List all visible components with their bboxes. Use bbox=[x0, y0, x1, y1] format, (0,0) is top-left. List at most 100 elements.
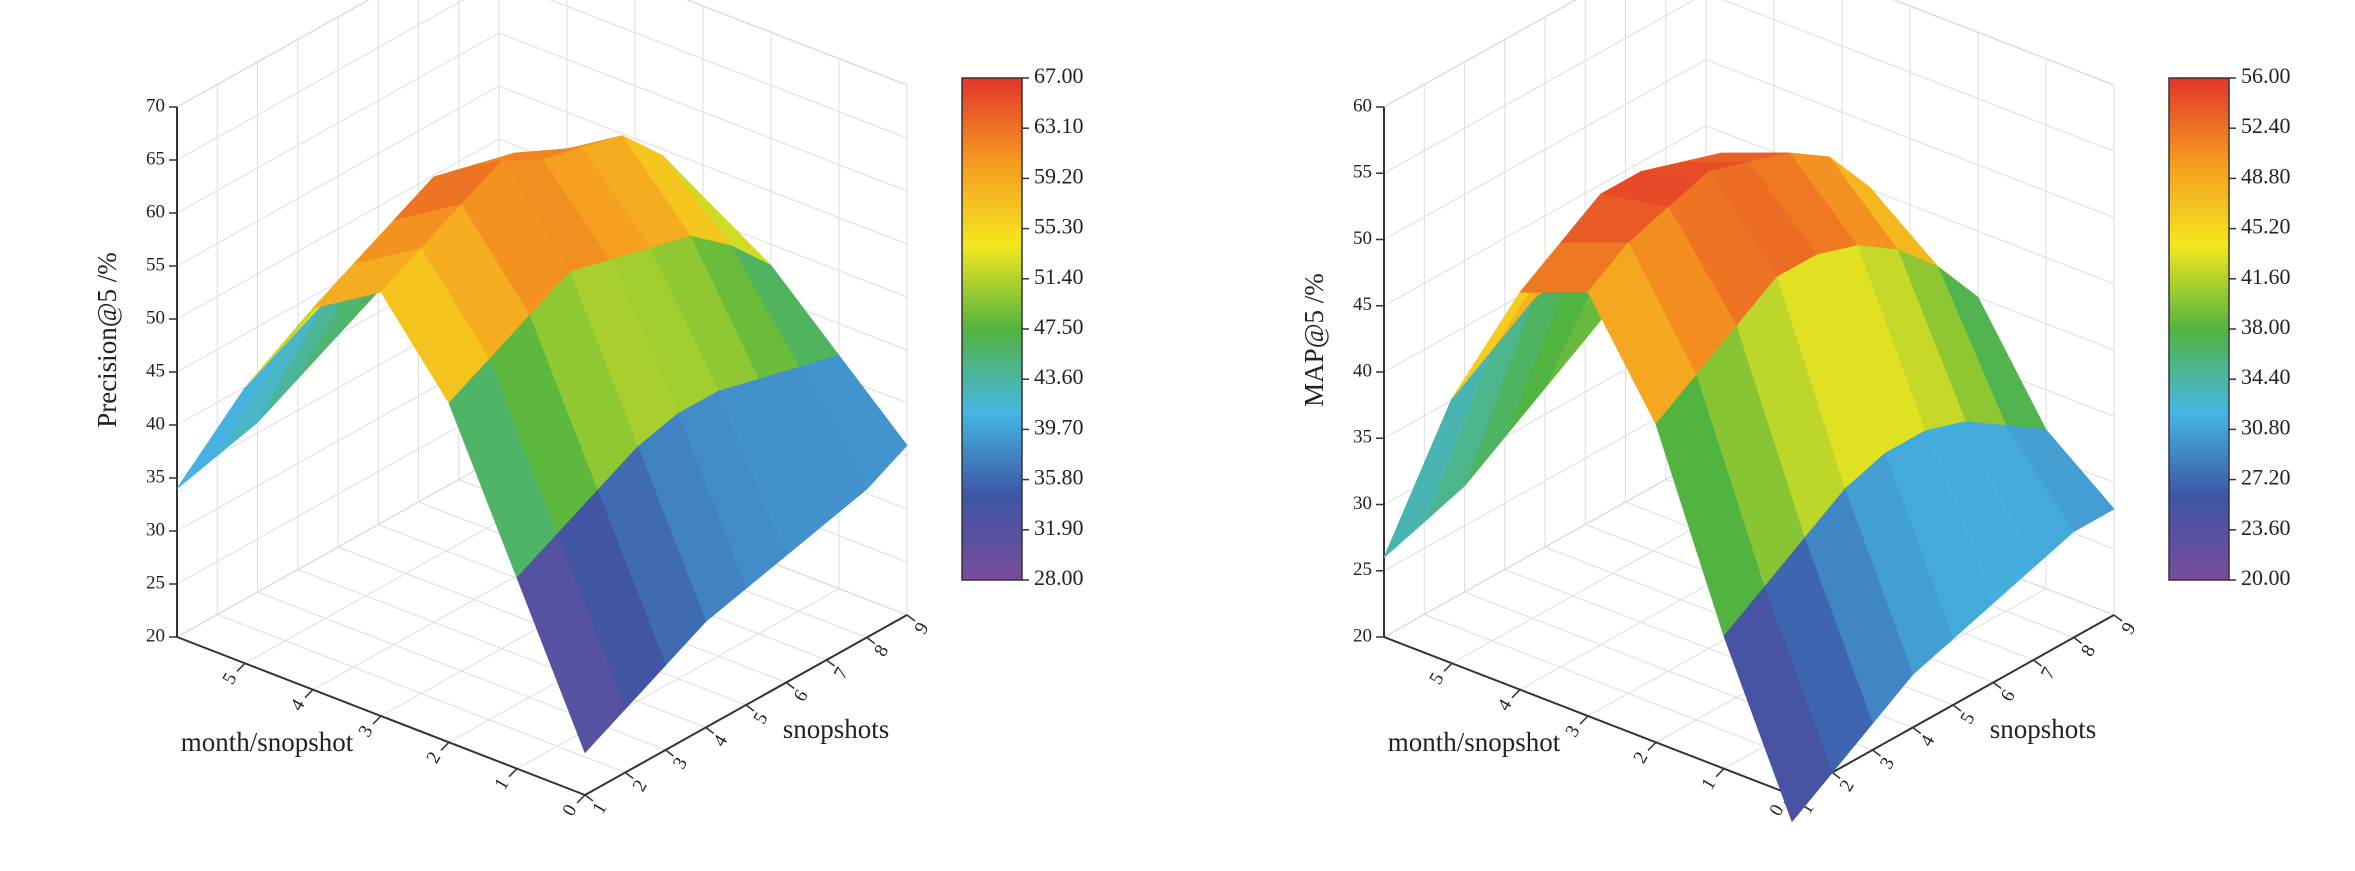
y-tick bbox=[1872, 749, 1881, 757]
y-tick bbox=[785, 681, 795, 690]
x-tick bbox=[1715, 768, 1725, 778]
colorbar-tick-label: 59.20 bbox=[1034, 163, 1084, 188]
y-tick bbox=[624, 771, 634, 780]
surface-patch bbox=[516, 533, 626, 753]
z-tick-label: 35 bbox=[1353, 427, 1372, 448]
y-tick-label: 8 bbox=[2077, 642, 2100, 661]
z-tick-label: 40 bbox=[1353, 360, 1372, 381]
x-tick-label: 5 bbox=[219, 669, 242, 688]
y-tick-label: 8 bbox=[870, 642, 893, 661]
y-tick bbox=[906, 614, 916, 622]
z-tick-label: 25 bbox=[1353, 559, 1372, 580]
y-tick bbox=[826, 659, 835, 667]
y-tick-label: 3 bbox=[1876, 754, 1899, 773]
x-tick bbox=[372, 715, 382, 725]
y-tick-label: 5 bbox=[750, 709, 773, 728]
z-tick-label: 25 bbox=[146, 572, 165, 593]
z-tick-label: 30 bbox=[146, 519, 165, 540]
x-tick-label: 4 bbox=[1494, 695, 1517, 714]
z-tick-label: 45 bbox=[146, 360, 165, 381]
x-tick-label: 1 bbox=[491, 775, 514, 794]
colorbar-tick-label: 30.80 bbox=[2241, 414, 2291, 439]
y-tick bbox=[665, 749, 674, 757]
x-tick-label: 5 bbox=[1426, 669, 1449, 688]
y-tick bbox=[584, 794, 594, 802]
colorbar-tick-label: 43.60 bbox=[1034, 364, 1084, 389]
z-tick-label: 50 bbox=[1353, 228, 1372, 249]
x-tick bbox=[1579, 715, 1589, 725]
y-tick-label: 9 bbox=[911, 619, 934, 638]
x-tick-label: 3 bbox=[1562, 722, 1585, 741]
colorbar-tick-label: 56.00 bbox=[2241, 63, 2291, 88]
z-tick-label: 40 bbox=[146, 413, 165, 434]
x-tick-label: 2 bbox=[423, 748, 446, 767]
colorbar-tick-label: 34.40 bbox=[2241, 364, 2291, 389]
x-tick-label: 2 bbox=[1630, 748, 1653, 767]
y-tick bbox=[745, 704, 755, 712]
y-tick-label: 6 bbox=[1997, 687, 2020, 706]
colorbar-tick-label: 38.00 bbox=[2241, 314, 2291, 339]
x-tick bbox=[1647, 741, 1657, 751]
z-tick-label: 70 bbox=[146, 95, 165, 116]
x-axis-label: month/snopshot bbox=[1388, 727, 1561, 757]
colorbar-tick-label: 23.60 bbox=[2241, 515, 2291, 540]
y-tick bbox=[2073, 636, 2083, 645]
z-tick-label: 60 bbox=[146, 201, 165, 222]
y-tick bbox=[1952, 704, 1962, 712]
z-tick-label: 55 bbox=[1353, 162, 1372, 183]
z-axis-label: Precision@5 /% bbox=[92, 252, 122, 428]
z-tick-label: 35 bbox=[146, 466, 165, 487]
y-tick bbox=[705, 726, 715, 735]
x-tick bbox=[576, 794, 586, 804]
colorbar-tick-label: 20.00 bbox=[2241, 565, 2291, 590]
x-tick bbox=[440, 741, 450, 751]
z-tick-label: 55 bbox=[146, 254, 165, 275]
colorbar-tick-label: 48.80 bbox=[2241, 163, 2291, 188]
z-tick-label: 45 bbox=[1353, 294, 1372, 315]
x-tick-label: 4 bbox=[287, 695, 310, 714]
surface-patch bbox=[1723, 586, 1833, 822]
colorbar-tick-label: 52.40 bbox=[2241, 113, 2291, 138]
x-tick-label: 1 bbox=[1698, 775, 1721, 794]
x-tick bbox=[508, 768, 518, 778]
x-tick-label: 0 bbox=[1766, 801, 1789, 820]
y-tick-label: 6 bbox=[790, 687, 813, 706]
y-tick bbox=[866, 636, 876, 645]
y-tick-label: 3 bbox=[669, 754, 692, 773]
y-tick-label: 7 bbox=[830, 664, 853, 683]
x-tick bbox=[1443, 662, 1453, 672]
y-tick-label: 2 bbox=[1836, 777, 1859, 796]
y-tick-label: 1 bbox=[589, 799, 612, 818]
colorbar-tick-label: 45.20 bbox=[2241, 214, 2291, 239]
colorbar-tick-label: 55.30 bbox=[1034, 214, 1084, 239]
y-tick-label: 9 bbox=[2118, 619, 2141, 638]
colorbar-tick-label: 39.70 bbox=[1034, 414, 1084, 439]
colorbar-tick-label: 51.40 bbox=[1034, 264, 1084, 289]
colorbar-tick-label: 31.90 bbox=[1034, 515, 1084, 540]
colorbar-tick-label: 47.50 bbox=[1034, 314, 1084, 339]
y-tick bbox=[1831, 771, 1841, 780]
z-tick-label: 60 bbox=[1353, 95, 1372, 116]
y-tick-label: 5 bbox=[1957, 709, 1980, 728]
y-tick bbox=[2113, 614, 2123, 622]
colorbar-tick-label: 27.20 bbox=[2241, 465, 2291, 490]
y-tick-label: 4 bbox=[709, 731, 732, 750]
x-tick bbox=[1511, 689, 1521, 699]
z-tick-label: 30 bbox=[1353, 493, 1372, 514]
y-tick bbox=[1912, 726, 1922, 735]
colorbar-tick-label: 63.10 bbox=[1034, 113, 1084, 138]
x-tick bbox=[236, 662, 246, 672]
colorbar bbox=[961, 77, 1023, 581]
colorbar-tick-label: 35.80 bbox=[1034, 465, 1084, 490]
z-tick-label: 65 bbox=[146, 148, 165, 169]
x-tick-label: 3 bbox=[355, 722, 378, 741]
y-tick-label: 7 bbox=[2037, 664, 2060, 683]
colorbar-tick-label: 67.00 bbox=[1034, 63, 1084, 88]
z-tick-label: 20 bbox=[146, 625, 165, 646]
z-axis-label: MAP@5 /% bbox=[1299, 273, 1329, 407]
x-tick bbox=[304, 689, 314, 699]
y-tick bbox=[1992, 681, 2002, 690]
y-axis-label: snopshots bbox=[1990, 714, 2097, 744]
x-axis-label: month/snopshot bbox=[181, 727, 354, 757]
